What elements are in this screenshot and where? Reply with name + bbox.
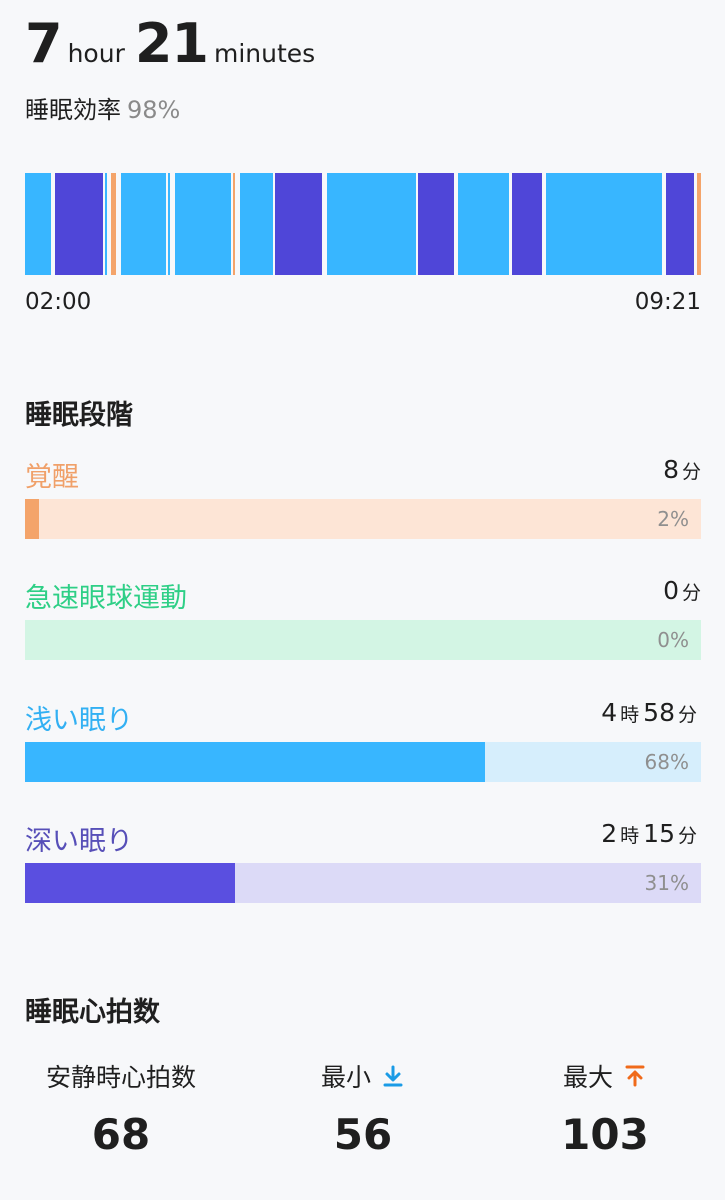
hypnogram-segment-awake bbox=[110, 173, 117, 275]
hypnogram-segment-deep bbox=[54, 173, 103, 275]
stage-duration: 4 時 58 分 bbox=[601, 698, 701, 727]
stage-duration-a: 0 bbox=[663, 576, 679, 605]
stage-percent: 2% bbox=[657, 507, 689, 531]
stage-progress-fill bbox=[25, 863, 235, 903]
stage-name: 急速眼球運動 bbox=[25, 583, 187, 614]
stage-duration-unit-b: 分 bbox=[677, 825, 697, 847]
sleep-stage-row: 覚醒 8 分 2% bbox=[25, 455, 701, 565]
hypnogram-segment-light bbox=[327, 173, 416, 275]
stage-duration-a: 8 bbox=[663, 455, 679, 484]
hypnogram-end-time: 09:21 bbox=[634, 289, 701, 315]
stage-progress-bar: 68% bbox=[25, 742, 701, 782]
hypnogram-segment-awake bbox=[233, 173, 236, 275]
hypnogram-segment-light bbox=[175, 173, 232, 275]
hypnogram-segment-light bbox=[546, 173, 662, 275]
arrow-up-to-line-icon bbox=[625, 1065, 645, 1087]
max-heart-rate-value: 103 bbox=[561, 1110, 649, 1159]
hypnogram-segment-deep bbox=[665, 173, 695, 275]
min-heart-rate-value: 56 bbox=[333, 1110, 393, 1159]
sleep-heart-rate-title: 睡眠心拍数 bbox=[25, 997, 160, 1028]
hypnogram-start-time: 02:00 bbox=[25, 289, 92, 315]
hypnogram-segment-light bbox=[239, 173, 274, 275]
stage-progress-bar: 2% bbox=[25, 499, 701, 539]
sleep-stage-row: 浅い眠り 4 時 58 分 68% bbox=[25, 698, 701, 808]
heart-rate-stats: 安静時心拍数 68 最小 56 最大 103 bbox=[25, 1058, 701, 1168]
stage-duration-a: 4 bbox=[601, 698, 618, 727]
stage-duration-b: 58 bbox=[643, 698, 675, 727]
stage-duration-unit-a: 分 bbox=[681, 582, 701, 604]
arrow-down-to-line-icon bbox=[383, 1065, 403, 1087]
stage-duration-unit-a: 分 bbox=[681, 461, 701, 483]
stage-progress-bar: 31% bbox=[25, 863, 701, 903]
efficiency-label: 睡眠効率 bbox=[25, 96, 121, 124]
stage-percent: 0% bbox=[657, 628, 689, 652]
stage-progress-fill bbox=[25, 499, 39, 539]
stage-duration-a: 2 bbox=[601, 819, 618, 848]
stage-progress-fill bbox=[25, 742, 485, 782]
stage-name: 浅い眠り bbox=[25, 705, 133, 736]
hypnogram-segment-light bbox=[104, 173, 107, 275]
hypnogram-segment-light bbox=[120, 173, 166, 275]
resting-heart-rate-label: 安静時心拍数 bbox=[45, 1063, 196, 1092]
resting-heart-rate-value: 68 bbox=[91, 1110, 151, 1159]
max-heart-rate-label: 最大 bbox=[562, 1063, 613, 1092]
min-heart-rate: 最小 56 bbox=[253, 1058, 473, 1159]
stage-duration-unit-a: 時 bbox=[620, 825, 640, 847]
minutes-unit: minutes bbox=[214, 39, 316, 68]
sleep-efficiency: 睡眠効率 98% bbox=[25, 90, 180, 125]
max-heart-rate: 最大 103 bbox=[495, 1058, 715, 1159]
hypnogram-segment-deep bbox=[511, 173, 543, 275]
sleep-stage-row: 急速眼球運動 0 分 0% bbox=[25, 576, 701, 686]
stage-percent: 68% bbox=[644, 750, 689, 774]
stage-duration-unit-a: 時 bbox=[620, 704, 640, 726]
min-heart-rate-label: 最小 bbox=[320, 1063, 371, 1092]
stage-duration-b: 15 bbox=[643, 819, 675, 848]
hypnogram-segment-deep bbox=[418, 173, 455, 275]
stage-duration: 2 時 15 分 bbox=[601, 819, 701, 848]
hypnogram-segment-deep bbox=[275, 173, 323, 275]
stage-duration-unit-b: 分 bbox=[677, 704, 697, 726]
hypnogram-segment-light bbox=[168, 173, 171, 275]
stage-name: 深い眠り bbox=[25, 826, 133, 857]
resting-heart-rate: 安静時心拍数 68 bbox=[11, 1058, 231, 1159]
sleep-stages-title: 睡眠段階 bbox=[25, 400, 133, 431]
hours-unit: hour bbox=[67, 39, 125, 68]
minutes-value: 21 bbox=[134, 12, 209, 75]
hours-value: 7 bbox=[25, 12, 63, 75]
total-sleep-duration: 7 hour 21 minutes bbox=[25, 12, 325, 75]
stage-percent: 31% bbox=[644, 871, 689, 895]
hypnogram-segment-light bbox=[25, 173, 51, 275]
hypnogram-segment-light bbox=[458, 173, 509, 275]
stage-name: 覚醒 bbox=[25, 462, 79, 493]
sleep-stage-row: 深い眠り 2 時 15 分 31% bbox=[25, 819, 701, 929]
efficiency-value: 98% bbox=[127, 96, 181, 124]
stage-progress-bar: 0% bbox=[25, 620, 701, 660]
hypnogram-segment-awake bbox=[696, 173, 701, 275]
hypnogram-chart[interactable] bbox=[25, 173, 701, 275]
